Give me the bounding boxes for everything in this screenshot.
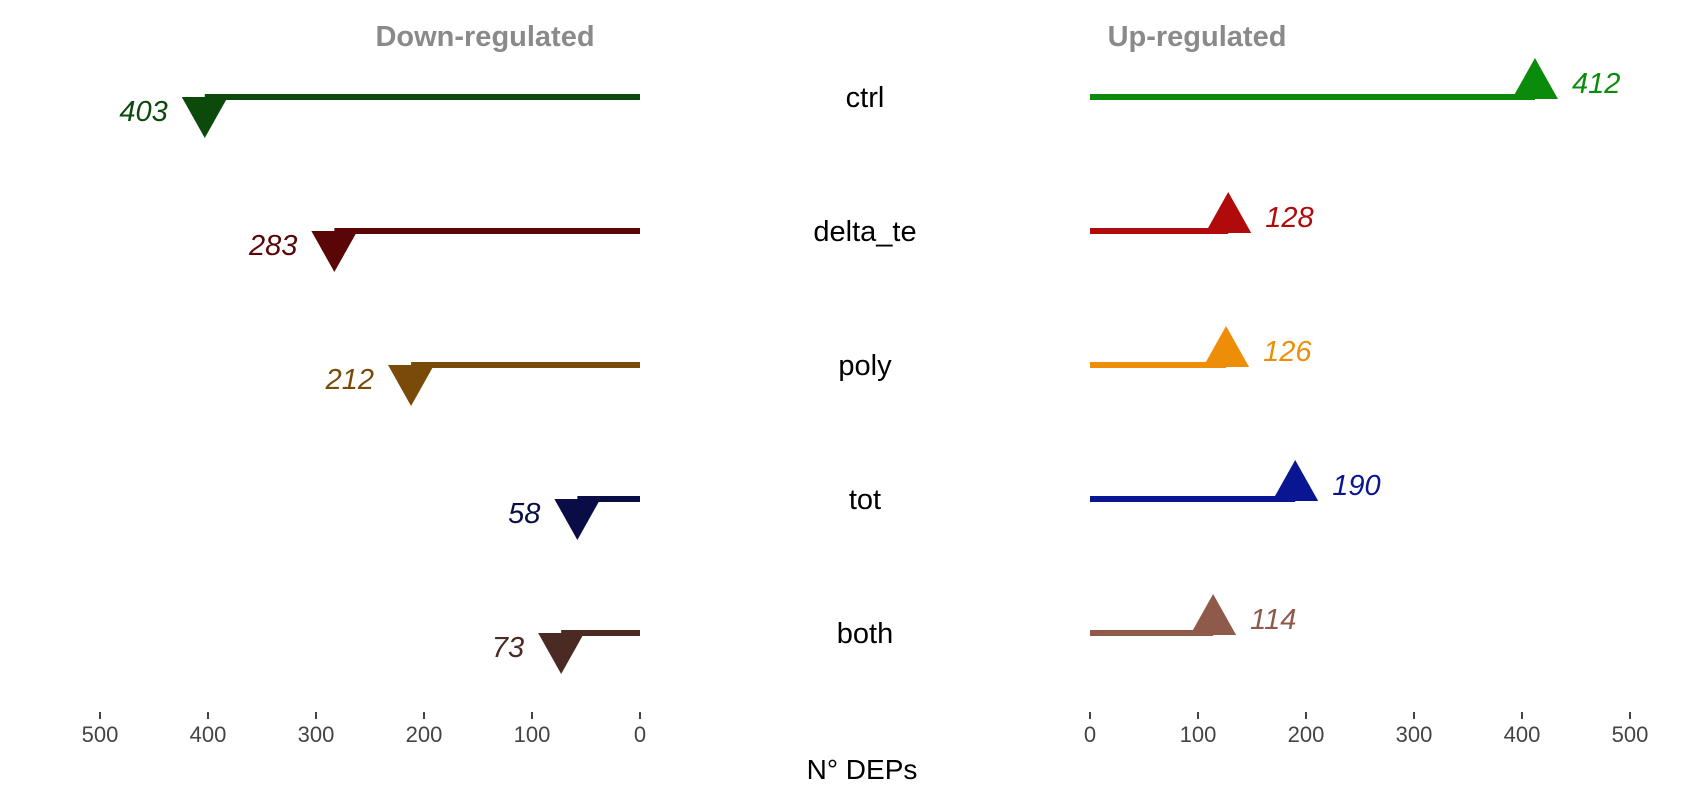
x-axis-title: N° DEPs [807, 754, 918, 785]
left-axis: 500 400 300 200 100 0 [82, 712, 646, 747]
down-marker-delta_te [311, 231, 358, 272]
up-marker-poly [1203, 326, 1250, 367]
down-marker-poly [388, 365, 435, 406]
left-tick-label: 0 [634, 722, 646, 747]
left-tick-label: 300 [298, 722, 335, 747]
right-tick-label: 200 [1288, 722, 1325, 747]
right-tick-label: 0 [1084, 722, 1096, 747]
down-value-label-ctrl: 403 [119, 96, 167, 128]
down-bar-delta_te [334, 228, 640, 234]
row-tot: tot 58 190 [508, 460, 1381, 540]
down-marker-both [538, 633, 585, 674]
left-tick-label: 200 [406, 722, 443, 747]
up-value-label-poly: 126 [1263, 336, 1312, 368]
down-value-label-delta_te: 283 [248, 230, 297, 262]
down-marker-tot [554, 499, 601, 540]
down-bar-tot [577, 496, 640, 502]
right-tick-label: 300 [1396, 722, 1433, 747]
left-tick-label: 500 [82, 722, 119, 747]
category-label-both: both [837, 618, 893, 650]
category-label-tot: tot [849, 484, 881, 516]
up-value-label-both: 114 [1250, 604, 1296, 636]
up-bar-ctrl [1090, 94, 1535, 100]
up-bar-tot [1090, 496, 1296, 502]
down-marker-ctrl [181, 97, 228, 138]
category-label-poly: poly [838, 350, 892, 382]
up-value-label-ctrl: 412 [1572, 68, 1620, 100]
up-value-label-delta_te: 128 [1265, 202, 1313, 234]
down-panel-title: Down-regulated [375, 21, 594, 53]
category-label-delta_te: delta_te [813, 216, 916, 248]
right-tick-label: 100 [1180, 722, 1217, 747]
up-bar-both [1090, 630, 1214, 636]
up-marker-tot [1272, 460, 1319, 501]
right-axis: 0 100 200 300 400 500 [1084, 712, 1648, 747]
left-tick-label: 100 [514, 722, 551, 747]
up-bar-delta_te [1090, 228, 1229, 234]
chart-rows: ctrl 403 412 delta_te 283 128 poly 212 126 tot 58 1… [119, 58, 1620, 674]
row-ctrl: ctrl 403 412 [119, 58, 1620, 138]
category-label-ctrl: ctrl [846, 82, 885, 114]
left-tick-label: 400 [190, 722, 227, 747]
down-bar-both [561, 630, 640, 636]
up-value-label-tot: 190 [1332, 470, 1380, 502]
right-tick-label: 500 [1612, 722, 1649, 747]
up-bar-poly [1090, 362, 1227, 368]
down-value-label-both: 73 [492, 632, 524, 664]
up-marker-delta_te [1205, 192, 1252, 233]
up-panel-title: Up-regulated [1108, 21, 1287, 53]
down-bar-ctrl [204, 94, 640, 100]
down-bar-poly [411, 362, 640, 368]
down-value-label-poly: 212 [325, 364, 374, 396]
row-both: both 73 114 [492, 594, 1296, 674]
up-marker-ctrl [1511, 58, 1558, 99]
right-tick-label: 400 [1504, 722, 1541, 747]
row-poly: poly 212 126 [325, 326, 1312, 406]
row-delta_te: delta_te 283 128 [248, 192, 1314, 272]
up-marker-both [1190, 594, 1237, 635]
panel-titles: Down-regulated Up-regulated [375, 21, 1286, 53]
down-value-label-tot: 58 [508, 498, 540, 530]
